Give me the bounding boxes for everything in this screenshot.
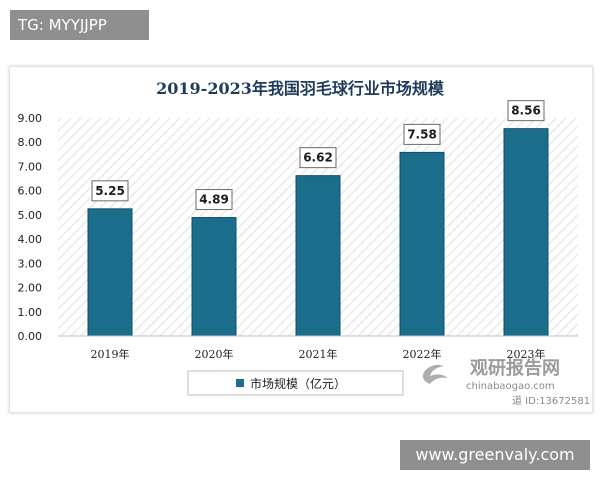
x-tick-label: 2021年	[299, 347, 338, 361]
y-tick-label: 3.00	[18, 257, 43, 270]
watermark-site: chinabaogao.com	[466, 381, 555, 392]
y-tick-label: 1.00	[18, 306, 43, 319]
y-tick-label: 9.00	[18, 112, 43, 125]
data-label: 4.89	[199, 193, 229, 207]
x-tick-label: 2019年	[91, 347, 130, 361]
y-tick-label: 0.00	[18, 330, 43, 343]
legend-box	[187, 370, 404, 396]
data-label: 5.25	[95, 184, 125, 198]
watermark-brand: 观研报告网	[470, 357, 560, 379]
y-tick-label: 2.00	[18, 282, 43, 295]
bar	[295, 175, 341, 337]
data-label: 8.56	[511, 104, 541, 118]
x-tick-label: 2023年	[507, 347, 546, 361]
bottom-watermark-tag: www.greenvaly.com	[400, 440, 590, 470]
chart-title: 2019-2023年我国羽毛球行业市场规模	[156, 79, 445, 98]
watermark-logo: 观研报告网 chinabaogao.com 道 ID:13672581	[422, 357, 590, 407]
bar	[503, 128, 549, 337]
watermark-id: 道 ID:13672581	[512, 394, 590, 407]
data-label-box	[91, 180, 129, 202]
data-label: 7.58	[407, 127, 437, 141]
bar-series: 5.25 4.89 6.62 7.58 8.56	[87, 100, 549, 337]
data-label: 6.62	[303, 151, 333, 165]
bar	[87, 208, 133, 337]
legend-swatch	[236, 379, 244, 387]
bar	[399, 151, 445, 337]
y-tick-label: 7.00	[18, 160, 43, 173]
y-tick-label: 5.00	[18, 209, 43, 222]
data-label-box	[299, 147, 337, 169]
y-tick-label: 4.00	[18, 233, 43, 246]
y-tick-label: 6.00	[18, 185, 43, 198]
x-tick-label: 2022年	[403, 347, 442, 361]
y-axis-ticks: 0.00 1.00 2.00 3.00 4.00 5.00 6.00 7.00 8.00 9.00	[18, 112, 43, 343]
x-axis-ticks: 2019年 2020年 2021年 2022年 2023年	[91, 347, 546, 361]
data-label-box	[507, 100, 545, 122]
top-watermark-tag: TG: MYYJJPP	[10, 10, 149, 40]
legend: 市场规模（亿元）	[187, 370, 404, 396]
data-label-box	[195, 189, 233, 211]
y-tick-label: 8.00	[18, 136, 43, 149]
bar	[191, 217, 237, 337]
legend-label: 市场规模（亿元）	[250, 376, 346, 391]
data-label-box	[403, 123, 441, 145]
x-tick-label: 2020年	[195, 347, 234, 361]
watermark-logo-icon	[422, 364, 448, 384]
